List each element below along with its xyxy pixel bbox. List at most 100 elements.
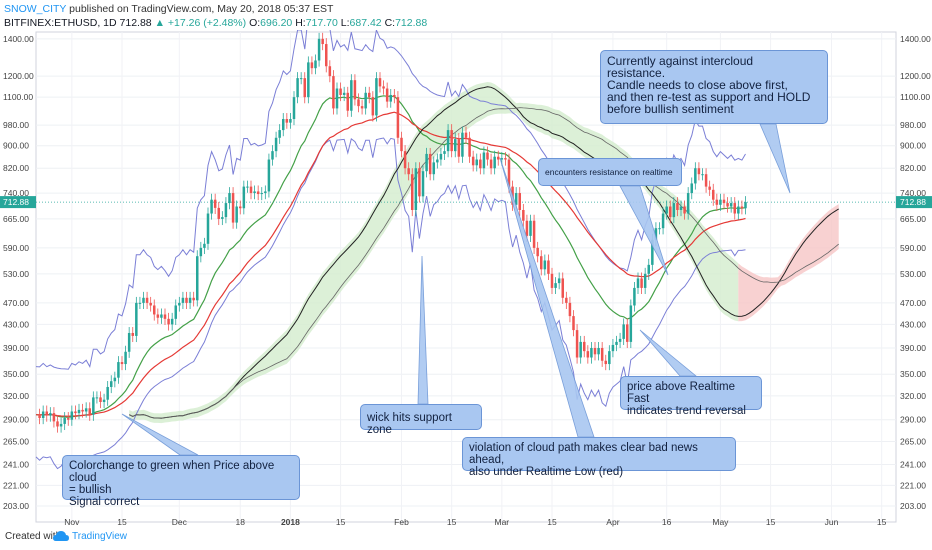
candle-body xyxy=(77,409,81,414)
candle-body xyxy=(310,62,314,69)
symbol-label[interactable]: BITFINEX:ETHUSD, 1D xyxy=(4,17,117,29)
candle-body xyxy=(264,191,267,194)
candle-body xyxy=(529,220,532,236)
candle-body xyxy=(181,297,185,303)
footer: Created with TradingView xyxy=(0,527,932,550)
candle-body xyxy=(217,207,221,219)
candle-body xyxy=(622,324,625,339)
y-tick-label-left: 265.00 xyxy=(3,437,29,447)
x-tick-label: Jun xyxy=(825,517,839,527)
candle-body xyxy=(350,80,353,111)
y-tick-label-right: 221.00 xyxy=(900,480,926,490)
candle-body xyxy=(672,203,676,218)
last-price-tag-right xyxy=(896,196,932,209)
candle-body xyxy=(471,156,475,166)
y-tick-label-right: 590.00 xyxy=(900,243,926,253)
tradingview-brand[interactable]: TradingView xyxy=(72,531,128,542)
y-tick-label-left: 820.00 xyxy=(3,163,29,173)
annotation-wick[interactable]: wick hits support zone xyxy=(360,404,482,436)
y-tick-label-right: 430.00 xyxy=(900,319,926,329)
price-change: +17.26 (+2.48%) xyxy=(167,17,247,29)
candle-body xyxy=(715,199,719,205)
candle-body xyxy=(428,153,432,175)
candle-body xyxy=(661,213,665,229)
candle-body xyxy=(102,399,106,403)
annotation-violation[interactable]: violation of cloud path makes clear bad … xyxy=(462,437,736,478)
candle-body xyxy=(676,203,679,210)
candle-body xyxy=(228,193,231,204)
candle-body xyxy=(170,318,174,325)
candle-body xyxy=(274,137,278,152)
candle-body xyxy=(561,278,565,298)
candle-body xyxy=(124,351,127,365)
candle-body xyxy=(608,351,611,365)
annotation-realtime[interactable]: encounters resistance on realtime xyxy=(538,158,682,186)
candle-body xyxy=(539,256,543,270)
candle-body xyxy=(701,174,704,176)
realtime-band-upper xyxy=(35,30,746,370)
candle-body xyxy=(704,174,708,187)
candle-body xyxy=(711,189,715,200)
candle-body xyxy=(314,60,317,69)
annotation-colorchange[interactable]: Colorchange to green when Price above cl… xyxy=(62,455,300,508)
candle-body xyxy=(579,341,582,358)
candle-body xyxy=(410,174,414,210)
candle-body xyxy=(385,88,389,102)
y-tick-label-left: 1400.00 xyxy=(3,34,34,44)
candle-body xyxy=(242,186,246,209)
x-tick-label: May xyxy=(712,517,729,527)
low-label: L: xyxy=(340,17,350,29)
candle-body xyxy=(213,199,217,208)
candle-body xyxy=(425,153,428,172)
candle-body xyxy=(41,411,45,419)
candle-body xyxy=(439,153,443,160)
annotation-intercloud[interactable]: Currently against intercloud resistance.… xyxy=(600,50,828,124)
candle-body xyxy=(81,409,84,412)
candle-body xyxy=(56,421,59,427)
x-tick-label: 15 xyxy=(877,517,887,527)
candle-body xyxy=(188,297,192,303)
candle-body xyxy=(590,348,593,358)
candle-body xyxy=(604,360,608,365)
candle-body xyxy=(335,88,339,109)
candle-body xyxy=(468,137,471,157)
candle-body xyxy=(489,159,493,169)
candle-body xyxy=(493,156,496,169)
x-tick-label: Dec xyxy=(172,517,188,527)
candle-body xyxy=(396,97,400,138)
candle-body xyxy=(436,159,439,163)
x-tick-label: 15 xyxy=(336,517,346,527)
candle-body xyxy=(174,305,178,319)
candle-body xyxy=(518,193,522,210)
candle-body xyxy=(221,217,224,219)
candle-body xyxy=(400,137,403,152)
high-label: H: xyxy=(295,17,306,29)
candle-body xyxy=(99,397,102,403)
candle-body xyxy=(507,159,511,187)
candle-body xyxy=(407,168,410,175)
y-tick-label-left: 900.00 xyxy=(3,141,29,151)
y-tick-label-right: 390.00 xyxy=(900,343,926,353)
y-tick-label-right: 320.00 xyxy=(900,391,926,401)
candle-body xyxy=(138,302,142,304)
price-chart[interactable]: 1400.00 1400.00 1200.00 1200.00 1100.00 1100.… xyxy=(0,30,932,527)
plot-frame xyxy=(35,31,897,523)
candle-body xyxy=(722,199,726,204)
last-price-tag-right-text: 712.88 xyxy=(900,197,926,207)
y-tick-label-left: 203.00 xyxy=(3,501,29,511)
candle-body xyxy=(597,348,600,355)
candle-body xyxy=(532,220,536,248)
realtime-low-line xyxy=(35,111,746,417)
author-link[interactable]: SNOW_CITY xyxy=(4,3,67,15)
annotation-fast[interactable]: price above Realtime Fast indicates tren… xyxy=(620,376,762,417)
candle-body xyxy=(353,80,357,100)
high-value: 717.70 xyxy=(305,17,338,29)
candle-body xyxy=(246,186,249,188)
candle-body xyxy=(332,76,335,109)
candle-body xyxy=(185,297,188,303)
candle-body xyxy=(575,330,579,358)
y-tick-label-left: 390.00 xyxy=(3,343,29,353)
candle-body xyxy=(658,228,661,230)
candle-body xyxy=(178,302,181,306)
candle-body xyxy=(647,264,651,274)
